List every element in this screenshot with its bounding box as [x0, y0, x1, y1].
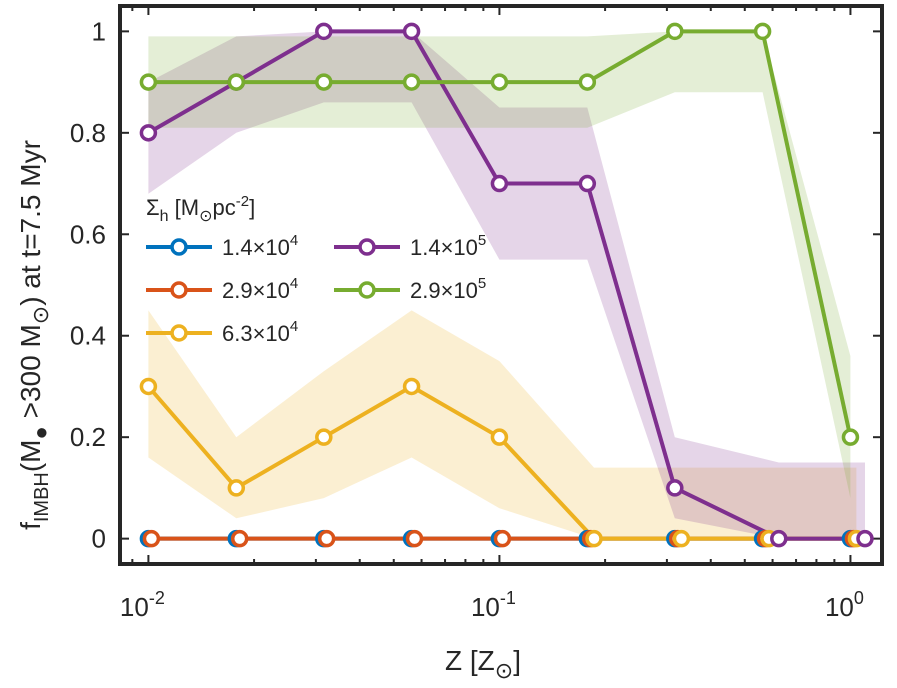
legend-label-1: 2.9×104: [222, 275, 298, 303]
marker-4-1: [227, 73, 246, 91]
series-markers: [139, 22, 874, 548]
y-tick-label-5: 1: [92, 16, 106, 46]
x-tick-labels: 10-2 10-1 100: [120, 588, 864, 622]
y-tick-label-0: 0: [92, 524, 106, 554]
y-tick-label-2: 0.4: [70, 321, 106, 351]
legend-label-base: 2.9×10: [222, 278, 290, 303]
marker-1-3: [405, 529, 424, 548]
legend-title-sun: ⊙: [199, 208, 212, 225]
y-title-sub: IMBH: [31, 472, 53, 522]
y-tick-labels: 0 0.2 0.4 0.6 0.8 1: [70, 16, 106, 553]
legend-title-pc: pc: [212, 195, 235, 220]
marker-4-4: [490, 73, 509, 91]
x-title-main: Z [Z: [445, 645, 495, 676]
y-title-rest: >300 M: [15, 324, 46, 426]
marker-4-8: [841, 428, 860, 446]
y-tick-label-4: 0.8: [70, 118, 106, 148]
marker-4-5: [578, 73, 597, 91]
legend-label-exp: 5: [478, 232, 486, 249]
marker-1-0: [142, 529, 161, 548]
legend-marker-3: [358, 238, 376, 256]
legend-label-base: 1.4×10: [222, 235, 290, 260]
marker-3-8: [856, 529, 874, 548]
x-tick-exp: 0: [854, 588, 864, 608]
x-tick-base: 10: [825, 592, 854, 622]
x-axis-title: Z [Z⊙]: [445, 645, 521, 683]
marker-4-0: [139, 73, 158, 91]
marker-2-2: [315, 428, 333, 446]
x-tick-exp: -1: [500, 588, 516, 608]
legend-label-base: 2.9×10: [410, 278, 478, 303]
marker-4-7: [753, 22, 772, 41]
x-title-sun: ⊙: [495, 658, 513, 683]
marker-4-2: [315, 73, 333, 91]
marker-2-1: [227, 479, 246, 497]
legend-marker-0: [170, 238, 188, 256]
x-tick-base: 10: [120, 592, 149, 622]
legend-marker-2: [170, 324, 188, 342]
legend-title-close: ]: [249, 195, 255, 220]
x-tick-label-1: 10-1: [471, 588, 516, 622]
x-title-close: ]: [513, 645, 521, 676]
y-tick-label-3: 0.6: [70, 219, 106, 249]
x-tick-label-2: 100: [825, 588, 864, 622]
legend-title-open: [M: [169, 195, 200, 220]
band-4: [148, 31, 851, 499]
marker-2-0: [139, 377, 158, 396]
legend-marker-1: [170, 281, 188, 299]
marker-1-4: [493, 529, 512, 548]
marker-3-7: [770, 529, 788, 548]
legend-label-base: 1.4×10: [410, 235, 478, 260]
marker-2-6: [672, 529, 691, 548]
marker-3-2: [315, 22, 333, 41]
legend-title-sup: -2: [236, 193, 249, 210]
y-title-bullet: ●: [28, 426, 53, 439]
marker-3-3: [402, 22, 421, 41]
legend-label-exp: 5: [478, 275, 486, 292]
legend-label-3: 1.4×105: [410, 232, 486, 260]
legend-label-exp: 4: [290, 318, 298, 335]
marker-3-6: [666, 479, 684, 497]
legend-label-exp: 4: [290, 232, 298, 249]
legend-label-base: 6.3×10: [222, 321, 290, 346]
legend-title-sigma: Σ: [146, 195, 160, 220]
legend-label-0: 1.4×104: [222, 232, 298, 260]
marker-2-5: [585, 529, 603, 548]
marker-1-2: [317, 529, 336, 548]
marker-1-1: [230, 529, 249, 548]
legend-marker-4: [358, 281, 376, 299]
marker-3-0: [139, 124, 158, 142]
legend: Σh [M⊙pc-2] 1.4×1042.9×1046.3×1041.4×105…: [146, 193, 486, 346]
marker-4-3: [402, 73, 421, 91]
y-axis-title: fIMBH(M● >300 M⊙) at t=7.5 Myr: [15, 140, 53, 530]
marker-2-3: [402, 377, 421, 396]
y-title-main: (M: [15, 439, 46, 472]
plot-frame: [118, 4, 884, 566]
legend-title-sub: h: [160, 208, 169, 225]
legend-label-4: 2.9×105: [410, 275, 486, 303]
legend-label-2: 6.3×104: [222, 318, 298, 346]
y-title-sun: ⊙: [28, 306, 53, 324]
y-title-tail: ) at t=7.5 Myr: [15, 140, 46, 306]
marker-4-6: [666, 22, 684, 41]
marker-3-5: [578, 174, 597, 193]
x-tick-exp: -2: [149, 588, 165, 608]
marker-2-4: [490, 428, 509, 446]
y-title-f: f: [15, 522, 46, 530]
y-tick-label-1: 0.2: [70, 422, 106, 452]
x-tick-base: 10: [471, 592, 500, 622]
marker-3-4: [490, 174, 509, 193]
x-tick-label-0: 10-2: [120, 588, 165, 622]
legend-title: Σh [M⊙pc-2]: [146, 193, 255, 225]
legend-label-exp: 4: [290, 275, 298, 292]
